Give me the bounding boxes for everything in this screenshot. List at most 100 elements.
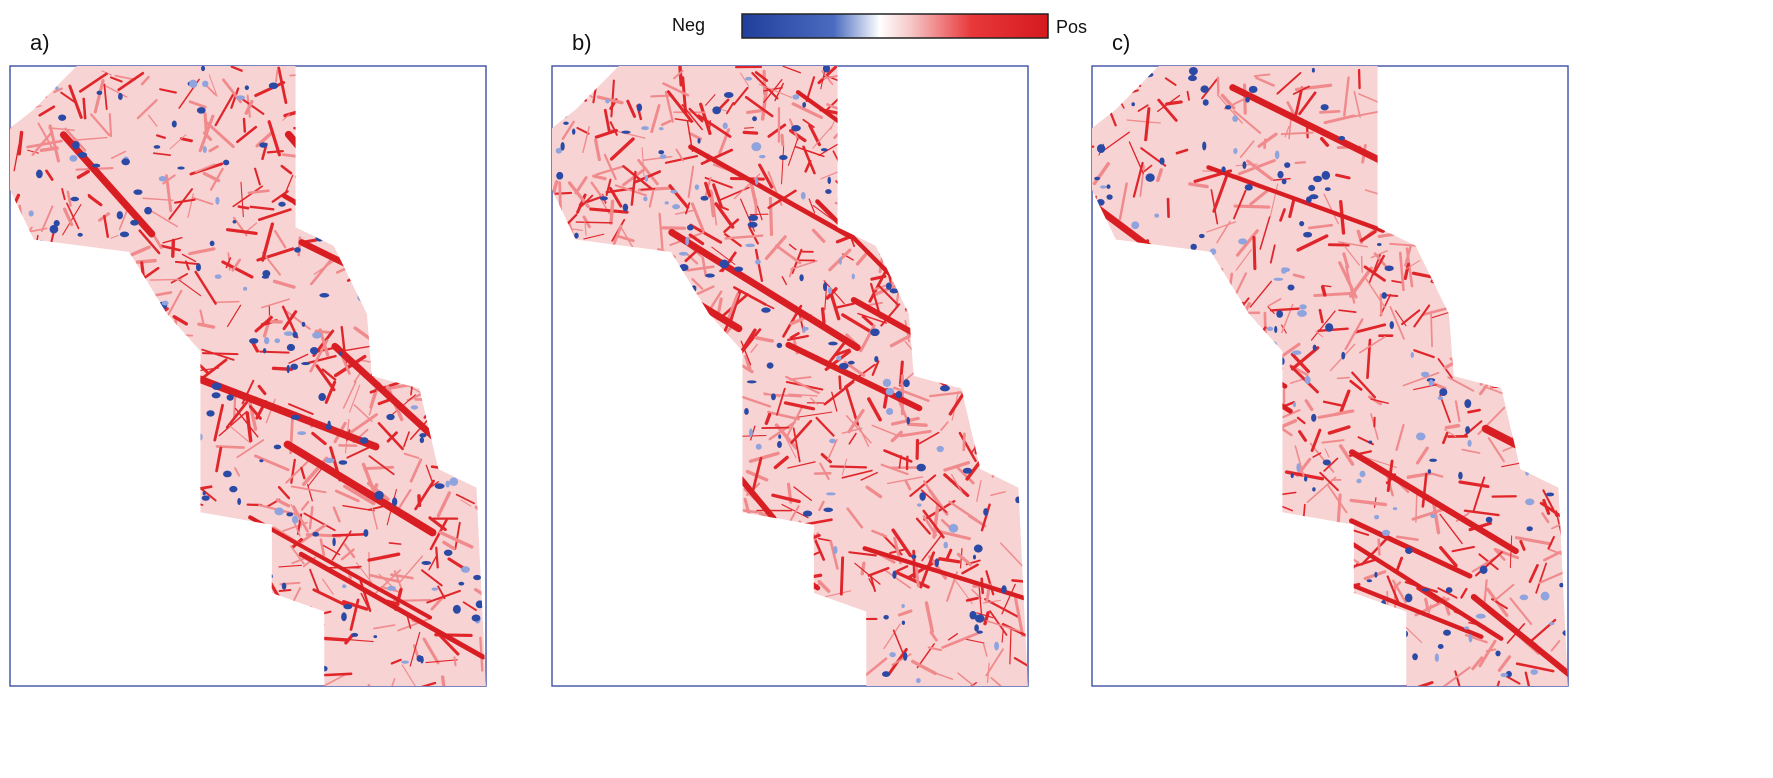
map-blob [243,287,247,291]
map-streak [576,222,612,223]
map-blob [325,458,335,463]
map-blob [1309,194,1318,199]
panel-label: a) [30,30,50,55]
map-blob [852,273,855,279]
map-blob [1469,634,1473,642]
map-blob [621,131,630,134]
map-blob [1221,166,1225,172]
map-blob [672,204,680,209]
map-blob [886,408,893,415]
map-blob [1458,472,1463,480]
map-blob [444,550,453,556]
map-blob [907,417,911,425]
map-blob [420,437,424,443]
map-streak [1338,378,1350,379]
map-blob [563,122,569,125]
map-blob [445,481,449,488]
map-blob [1325,323,1333,332]
map-blob [827,177,831,184]
map-blob [473,575,481,580]
map-blob [1377,243,1382,246]
map-blob [189,80,197,88]
map-blob [201,66,205,72]
map-streak [1320,111,1339,112]
map-blob [659,127,664,130]
map-blob [203,146,207,153]
map-blob [343,604,352,609]
map-blob [1299,221,1304,226]
map-blob [274,445,281,450]
map-blob [1291,473,1294,478]
map-blob [1293,402,1296,407]
map-blob [1390,321,1394,329]
map-blob [263,348,266,353]
map-streak [239,207,248,209]
map-blob [1297,310,1307,317]
map-blob [1464,399,1471,408]
map-blob [883,379,891,387]
map-blob [1382,530,1390,536]
map-blob [748,215,758,221]
map-streak [41,148,57,150]
map-blob [294,247,301,252]
map-streak [1168,199,1169,217]
map-streak [365,467,393,468]
map-blob [319,293,329,298]
map-streak [333,534,366,535]
map-blob [1412,653,1418,660]
map-blob [121,158,130,165]
map-blob [1292,350,1302,355]
map-blob [249,338,258,344]
map-blob [341,612,347,621]
map-blob [432,588,438,591]
map-blob [903,652,907,661]
map-blob [297,431,306,435]
map-streak [964,434,965,450]
map-blob [917,503,922,506]
map-streak [203,353,238,354]
map-blob [1245,184,1253,190]
map-blob [1325,187,1331,191]
map-streak [1013,580,1024,581]
map-blob [658,150,664,154]
map-blob [1100,185,1107,188]
map-streak [419,496,420,505]
map-streak [841,558,842,594]
map-blob [752,116,757,121]
map-blob [1146,173,1155,181]
map-streak [138,261,155,262]
map-blob [1323,459,1331,465]
map-blob [977,630,983,633]
map-blob [695,184,699,190]
map-blob [1299,304,1306,309]
map-blob [1476,614,1486,619]
map-blob [1273,278,1283,281]
map-blob [940,385,950,391]
map-blob [791,125,801,131]
map-blob [911,555,916,559]
map-blob [1311,414,1316,422]
panel-label: b) [572,30,592,55]
map-streak [554,193,571,194]
map-blob [351,633,358,637]
map-blob [828,342,838,346]
map-blob [130,220,139,226]
map-streak [770,198,771,234]
map-blob [1382,292,1387,299]
map-streak [455,657,456,665]
map-blob [1131,102,1135,106]
map-blob [118,93,123,100]
map-streak [1379,540,1380,555]
map-blob [58,114,66,120]
map-streak [641,189,654,190]
map-blob [29,210,34,216]
map-blob [302,322,306,327]
map-blob [803,510,812,516]
map-streak [1362,257,1363,273]
map-blob [339,460,348,464]
map-blob [233,220,237,224]
map-blob [1367,579,1373,582]
map-blob [1001,585,1006,593]
map-blob [1282,179,1287,184]
map-blob [154,145,161,149]
